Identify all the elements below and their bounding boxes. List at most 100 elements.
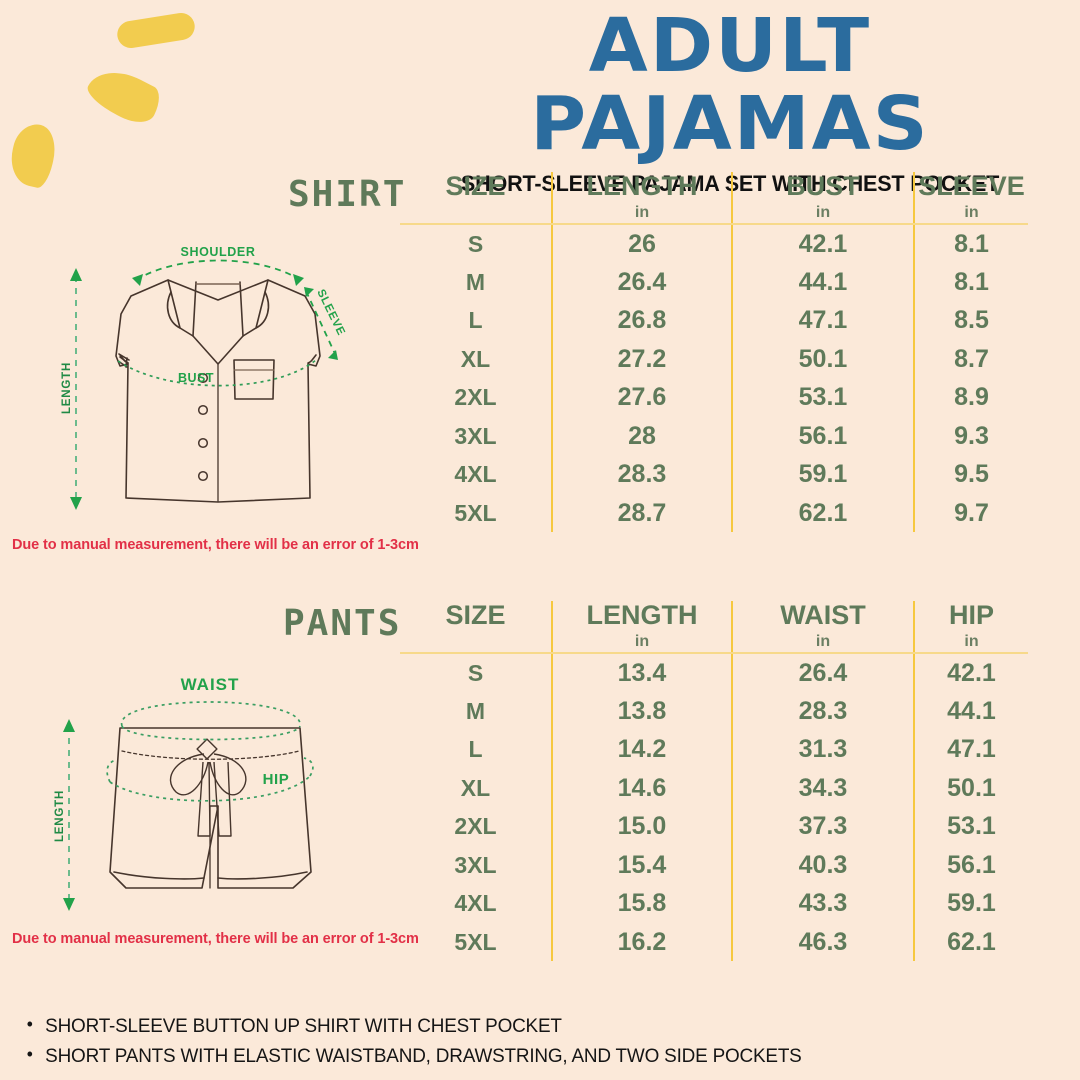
cell-waist: 40.3	[731, 845, 914, 885]
cell-size: XL	[460, 774, 491, 801]
label-waist: WAIST	[181, 675, 240, 694]
column-header-size: SIZE	[400, 171, 552, 226]
column-header-sleeve: SLEEVE in	[913, 171, 1028, 226]
table-row: 4XL 28.3 59.1 9.5	[400, 455, 1028, 494]
cell-size: L	[468, 307, 483, 334]
cell-waist: 43.3	[731, 884, 914, 923]
cell-size: 3XL	[454, 851, 497, 878]
column-unit-label: in	[634, 204, 650, 222]
list-item: SHORT-SLEEVE BUTTON UP SHIRT WITH CHEST …	[18, 1011, 1027, 1042]
cell-hip: 44.1	[913, 691, 1028, 731]
cell-waist: 34.3	[731, 768, 914, 808]
cell-size: M	[465, 697, 486, 724]
cell-bust: 47.1	[731, 301, 914, 340]
pants-measurement-disclaimer: Due to manual measurement, there will be…	[12, 931, 419, 947]
cell-sleeve: 8.9	[913, 378, 1028, 417]
cell-sleeve: 8.1	[913, 224, 1028, 263]
cell-hip: 59.1	[913, 884, 1028, 923]
label-length: LENGTH	[61, 362, 73, 414]
cell-sleeve: 8.1	[913, 262, 1028, 302]
cell-hip: 56.1	[913, 845, 1028, 885]
cell-length: 14.2	[551, 730, 732, 769]
cell-waist: 26.4	[731, 653, 914, 692]
header: ADULT PAJAMAS SHORT-SLEEVE PAJAMA SET WI…	[400, 7, 1060, 197]
cell-size: 4XL	[454, 461, 497, 488]
column-header-label: LENGTH	[586, 600, 698, 630]
column-header-hip: HIP in	[913, 600, 1028, 655]
column-header-label: BUST	[786, 171, 860, 201]
decorative-blob-icon	[115, 11, 197, 50]
column-unit-label: in	[964, 204, 979, 222]
cell-length: 28	[551, 416, 732, 456]
cell-bust: 50.1	[731, 339, 914, 379]
cell-waist: 37.3	[731, 807, 914, 846]
shirt-size-table: SIZE LENGTH in BUST in SLEEVE in S 26 42.1…	[400, 171, 1028, 533]
cell-length: 28.3	[551, 455, 732, 494]
column-header-waist: WAIST in	[731, 600, 914, 655]
pants-diagram: WAIST HIP LENGTH	[28, 666, 408, 936]
cell-length: 14.6	[551, 768, 732, 808]
section-heading-pants: PANTS	[283, 603, 402, 644]
column-header-bust: BUST in	[731, 171, 914, 226]
label-shoulder: SHOULDER	[181, 245, 256, 259]
cell-bust: 44.1	[731, 262, 914, 302]
cell-hip: 50.1	[913, 768, 1028, 808]
cell-length: 26	[551, 224, 732, 263]
cell-length: 16.2	[551, 922, 732, 962]
column-header-label: SIZE	[445, 171, 506, 201]
table-row: 2XL 15.0 37.3 53.1	[400, 807, 1028, 846]
table-row: 5XL 28.7 62.1 9.7	[400, 493, 1028, 533]
cell-waist: 46.3	[731, 922, 914, 962]
table-header-row: SIZE LENGTH in WAIST in HIP in	[400, 600, 1028, 655]
cell-sleeve: 8.7	[913, 339, 1028, 379]
cell-length: 26.8	[551, 301, 732, 340]
column-header-label: WAIST	[780, 600, 866, 630]
column-unit-label: in	[815, 204, 831, 222]
cell-sleeve: 9.5	[913, 455, 1028, 494]
cell-bust: 62.1	[731, 493, 914, 533]
table-row: 5XL 16.2 46.3 62.1	[400, 922, 1028, 962]
table-row: XL 27.2 50.1 8.7	[400, 339, 1028, 379]
table-header-row: SIZE LENGTH in BUST in SLEEVE in	[400, 171, 1028, 226]
cell-size: 5XL	[454, 928, 497, 955]
shirt-measurement-disclaimer: Due to manual measurement, there will be…	[12, 537, 419, 553]
cell-hip: 53.1	[913, 807, 1028, 846]
table-row: 3XL 15.4 40.3 56.1	[400, 845, 1028, 885]
cell-size: 5XL	[454, 499, 497, 526]
cell-bust: 42.1	[731, 224, 914, 263]
cell-size: L	[468, 736, 483, 763]
column-header-label: LENGTH	[586, 171, 698, 201]
cell-length: 28.7	[551, 493, 732, 533]
cell-hip: 62.1	[913, 922, 1028, 962]
cell-size: M	[465, 268, 486, 295]
cell-bust: 53.1	[731, 378, 914, 417]
cell-bust: 59.1	[731, 455, 914, 494]
cell-waist: 28.3	[731, 691, 914, 731]
table-row: L 14.2 31.3 47.1	[400, 730, 1028, 769]
decorative-blob-icon	[5, 120, 61, 190]
column-header-length: LENGTH in	[551, 600, 732, 655]
table-row: M 13.8 28.3 44.1	[400, 691, 1028, 731]
cell-length: 13.8	[551, 691, 732, 731]
cell-length: 15.4	[551, 845, 732, 885]
label-sleeve: SLEEVE	[314, 288, 347, 338]
table-row: 4XL 15.8 43.3 59.1	[400, 884, 1028, 923]
cell-sleeve: 8.5	[913, 301, 1028, 340]
cell-length: 27.2	[551, 339, 732, 379]
cell-size: 4XL	[454, 890, 497, 917]
cell-size: XL	[460, 345, 491, 372]
list-item: SHORT PANTS WITH ELASTIC WAISTBAND, DRAW…	[18, 1041, 1027, 1072]
cell-size: S	[467, 230, 484, 257]
cell-sleeve: 9.7	[913, 493, 1028, 533]
table-row: 2XL 27.6 53.1 8.9	[400, 378, 1028, 417]
cell-sleeve: 9.3	[913, 416, 1028, 456]
cell-hip: 42.1	[913, 653, 1028, 692]
column-header-label: SLEEVE	[918, 171, 1025, 201]
column-header-label: SIZE	[445, 600, 506, 630]
cell-bust: 56.1	[731, 416, 914, 456]
cell-length: 13.4	[551, 653, 732, 692]
label-bust: BUST	[178, 371, 214, 385]
cell-waist: 31.3	[731, 730, 914, 769]
cell-length: 26.4	[551, 262, 732, 302]
column-header-size: SIZE	[400, 600, 552, 655]
